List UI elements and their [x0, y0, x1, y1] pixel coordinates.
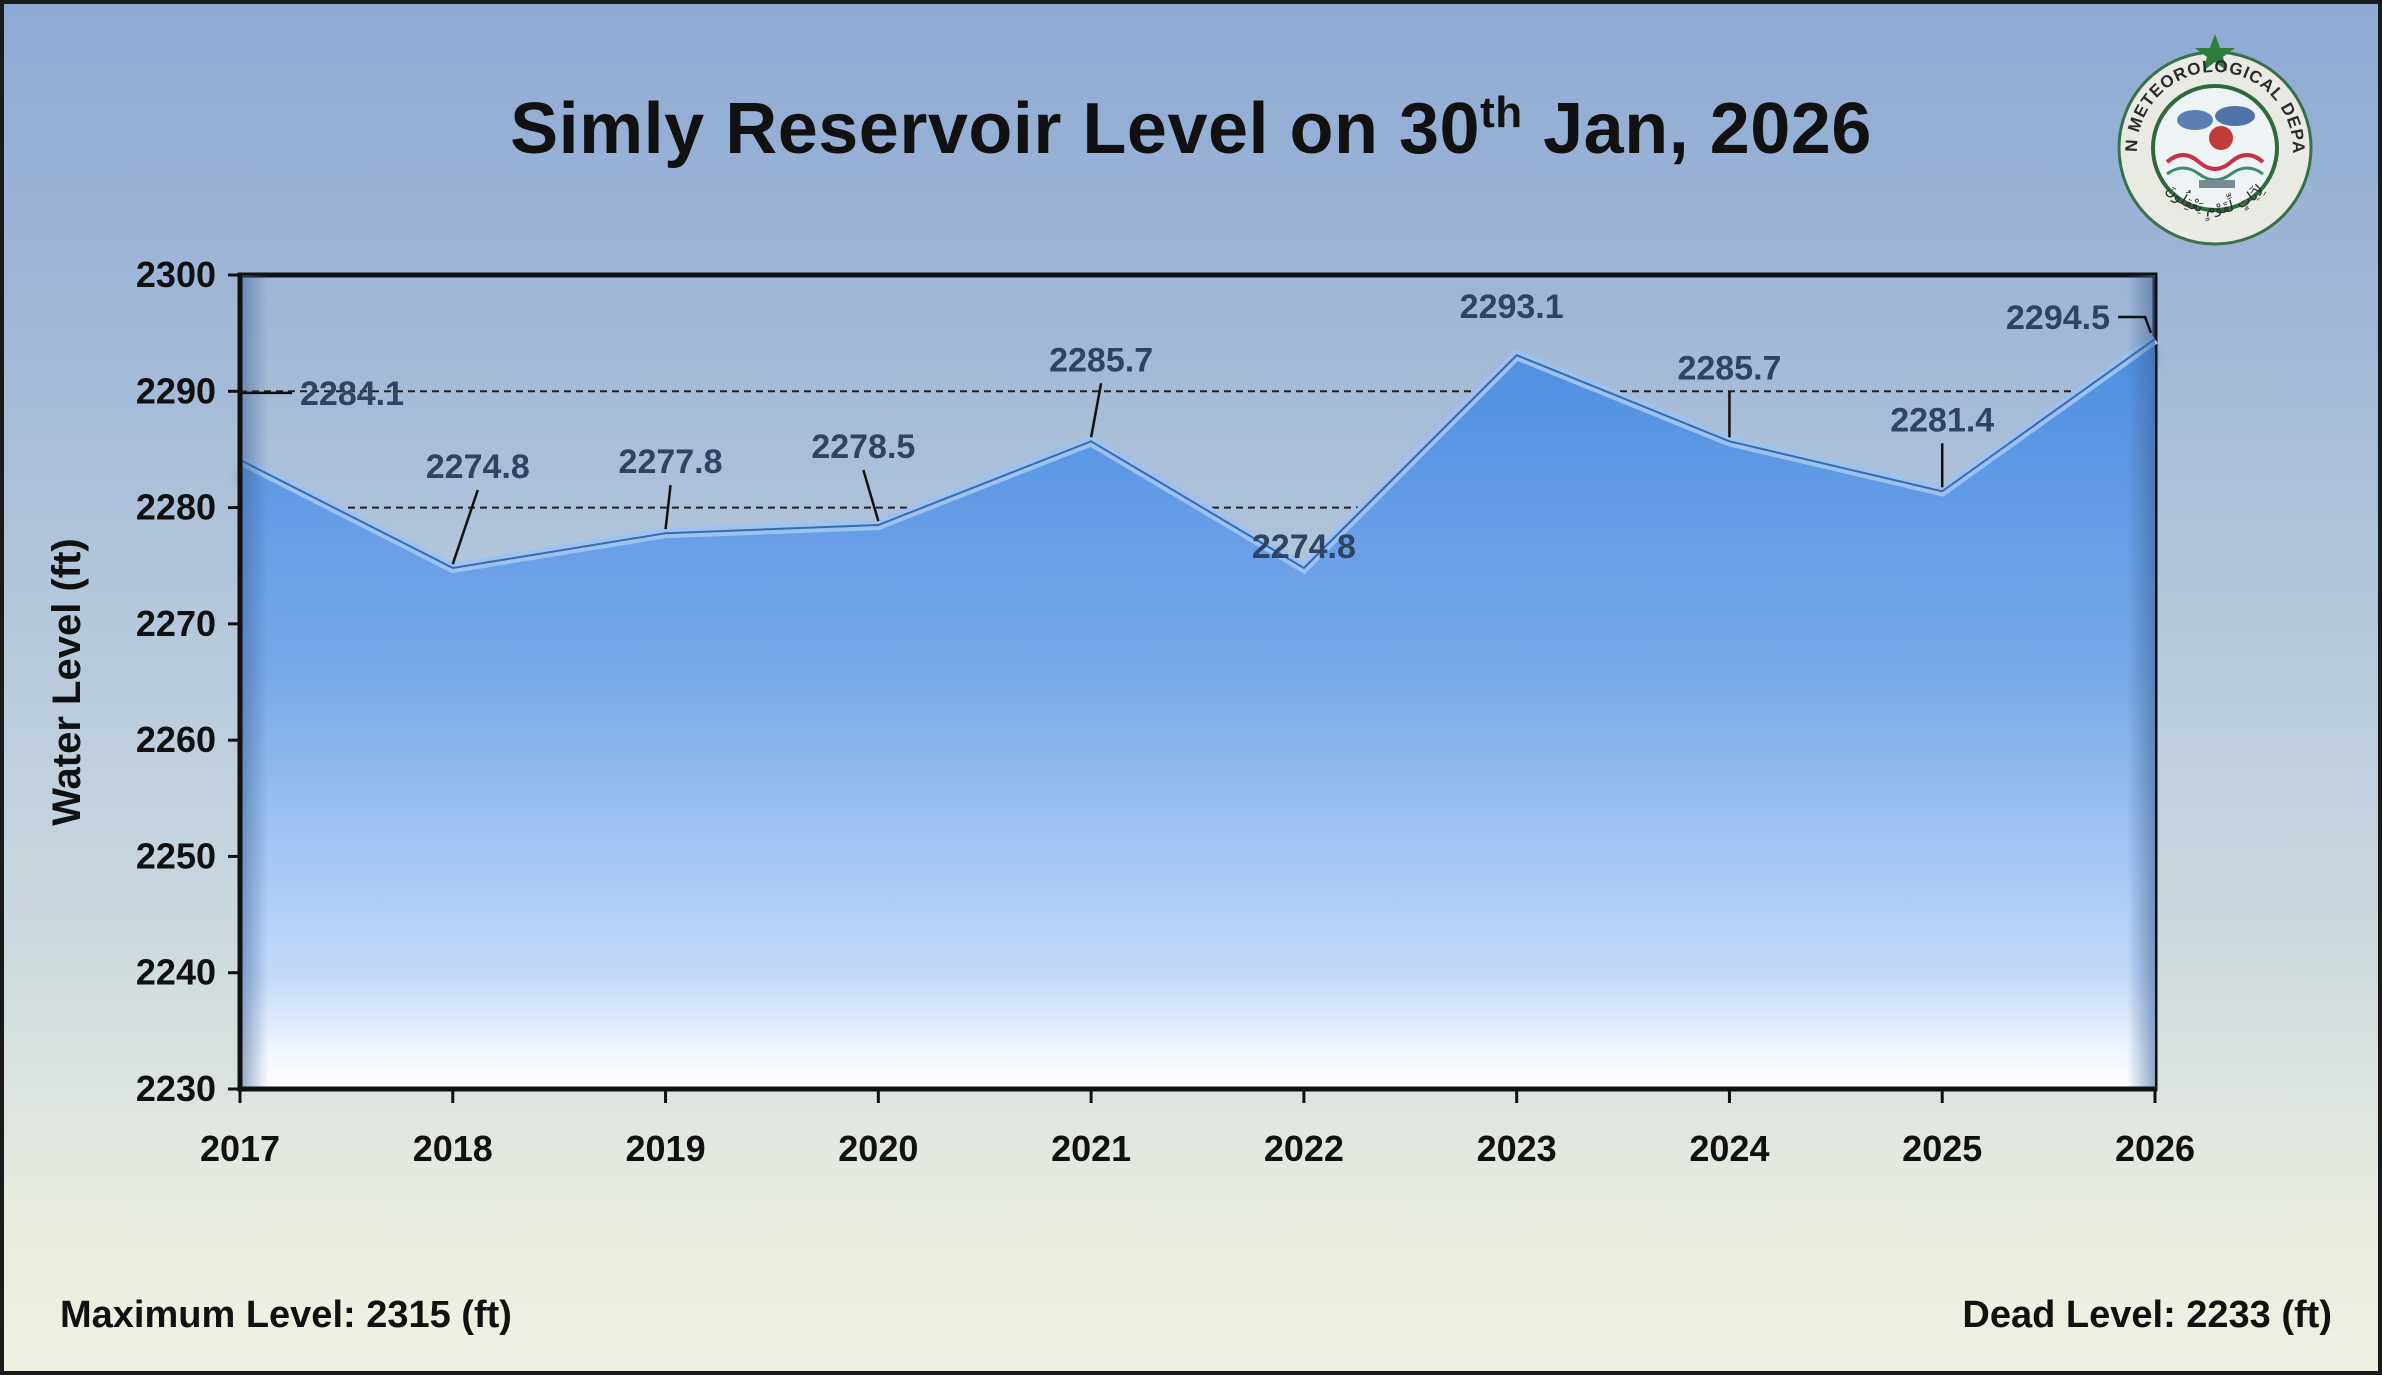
x-tick-label: 2025 [1902, 1128, 1982, 1169]
data-label-leader [451, 489, 479, 565]
data-label: 2274.8 [426, 448, 530, 486]
data-label: 2284.1 [300, 375, 404, 413]
y-axis-title: Water Level (ft) [45, 538, 89, 825]
y-tick-label: 2270 [136, 603, 216, 644]
data-label: 2294.5 [2006, 299, 2110, 337]
x-tick-label: 2022 [1264, 1128, 1344, 1169]
data-label-leader [1089, 383, 1103, 438]
dead-level-note: Dead Level: 2233 (ft) [1962, 1294, 2332, 1336]
y-tick-label: 2230 [136, 1068, 216, 1109]
data-label: 2293.1 [1460, 288, 1564, 326]
data-label: 2278.5 [811, 428, 915, 466]
y-tick-label: 2300 [136, 254, 216, 295]
x-tick-label: 2023 [1477, 1128, 1557, 1169]
data-label: 2274.8 [1252, 528, 1356, 566]
x-tick-label: 2018 [413, 1128, 493, 1169]
area-left-bevel [240, 275, 268, 1089]
area-top-edge [239, 338, 2156, 570]
x-tick-label: 2017 [200, 1128, 280, 1169]
y-tick-label: 2240 [136, 952, 216, 993]
data-label: 2285.7 [1049, 341, 1153, 379]
x-tick-label: 2019 [626, 1128, 706, 1169]
data-label-leader [238, 391, 292, 454]
pmd-logo: PAKISTAN METEOROLOGICAL DEPARTMENT لِآيَ… [2087, 5, 2335, 260]
x-tick-label: 2020 [838, 1128, 918, 1169]
chart-title: Simly Reservoir Level on 30th Jan, 2026 [510, 88, 1872, 169]
data-label: 2277.8 [619, 443, 723, 481]
y-tick-label: 2280 [136, 487, 216, 528]
y-tick-label: 2260 [136, 719, 216, 760]
title-superscript: th [1480, 88, 1523, 137]
maximum-level-note: Maximum Level: 2315 (ft) [60, 1294, 512, 1336]
y-tick-label: 2250 [136, 835, 216, 876]
data-label: 2285.7 [1677, 349, 1781, 387]
area-right-bevel [2127, 275, 2155, 1089]
y-tick-label: 2290 [136, 370, 216, 411]
data-label: 2281.4 [1890, 401, 1994, 439]
data-label-leader [2118, 315, 2153, 334]
data-label-leader [862, 469, 880, 522]
x-tick-label: 2021 [1051, 1128, 1131, 1169]
x-tick-label: 2026 [2115, 1128, 2195, 1169]
water-level-area [240, 339, 2155, 1089]
data-label-leader [664, 485, 672, 530]
x-tick-label: 2024 [1689, 1128, 1769, 1169]
